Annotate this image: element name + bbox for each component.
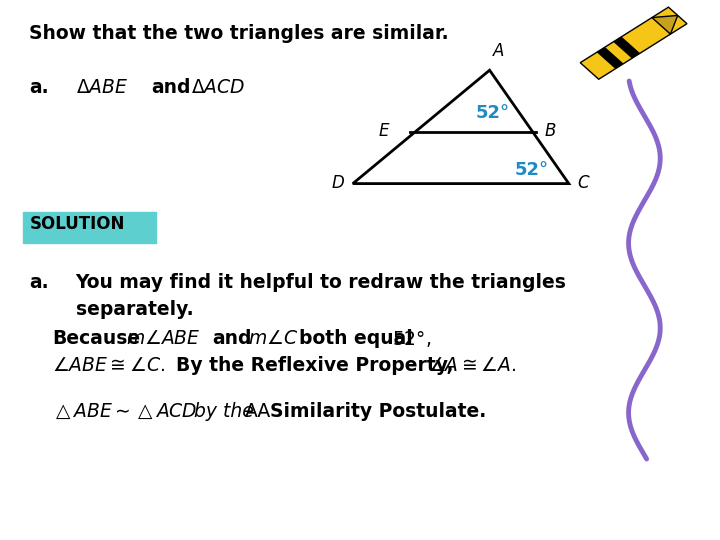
Text: B: B [545,122,557,140]
Text: a.: a. [29,273,48,292]
Text: SOLUTION: SOLUTION [30,215,125,233]
Polygon shape [652,16,678,34]
Text: AA: AA [245,402,271,421]
Text: and: and [151,78,191,97]
Text: 52°: 52° [475,104,509,123]
FancyBboxPatch shape [23,212,156,243]
Text: A: A [493,43,505,60]
Text: $\angle A \cong \angle A.$: $\angle A \cong \angle A.$ [428,356,516,375]
Text: E: E [378,122,389,140]
Text: C: C [577,173,589,192]
Polygon shape [580,7,687,79]
Text: $\triangle ABE \sim \triangle ACD$: $\triangle ABE \sim \triangle ACD$ [52,402,197,421]
Text: by the: by the [194,402,254,421]
Text: 52°: 52° [515,160,549,179]
Text: $\Delta ABE$: $\Delta ABE$ [76,78,128,97]
Polygon shape [613,37,640,58]
Text: $\angle ABE \cong \angle C.$: $\angle ABE \cong \angle C.$ [52,356,165,375]
Text: a.: a. [29,78,48,97]
Polygon shape [597,47,624,69]
Text: You may find it helpful to redraw the triangles: You may find it helpful to redraw the tr… [76,273,567,292]
Text: $m\angle ABE$: $m\angle ABE$ [126,329,201,348]
Text: By the Reflexive Property,: By the Reflexive Property, [176,356,454,375]
Text: separately.: separately. [76,300,193,319]
Text: $52°$,: $52°$, [392,329,432,349]
Text: $\Delta ACD$: $\Delta ACD$ [191,78,245,97]
Text: Similarity Postulate.: Similarity Postulate. [270,402,486,421]
Text: and: and [212,329,252,348]
Text: Show that the two triangles are similar.: Show that the two triangles are similar. [29,24,449,43]
Text: $m\angle C$: $m\angle C$ [248,329,299,348]
Text: Because: Because [52,329,140,348]
Text: both equal: both equal [299,329,413,348]
Text: D: D [331,173,344,192]
